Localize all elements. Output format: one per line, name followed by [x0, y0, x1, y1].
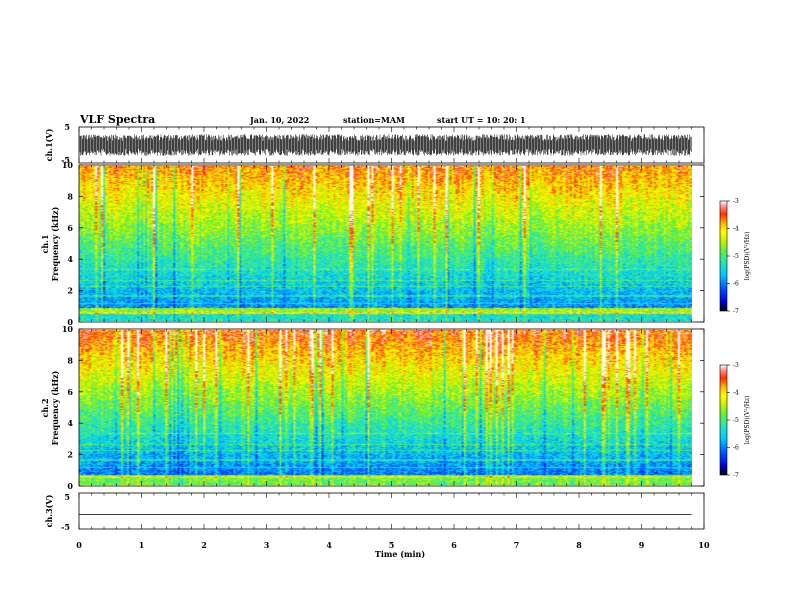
time-tick-6: 6: [451, 540, 457, 550]
ch2-spectrogram-image: [79, 330, 692, 485]
ch3-waveform-ylabel: ch.3(V): [44, 494, 54, 527]
ch2-colorbar-tick--5: -5: [733, 417, 739, 424]
ch3-waveform-panel: 5 -5 ch.3(V): [44, 492, 705, 532]
ch2-frequency-label: Frequency (kHz): [50, 370, 60, 445]
ch1-colorbar-label: log(PSD)(V²/Hz): [744, 232, 751, 281]
time-axis: 0 1 2 3 4 5 6 7 8 9 10: [76, 127, 710, 550]
ch1-spectrogram-ylabel: ch.1: [40, 234, 50, 253]
ch1-ytick-bottom: -5: [61, 155, 70, 165]
ch2-freq-tick-10: 10: [62, 324, 74, 334]
time-tick-5: 5: [389, 540, 395, 550]
time-tick-7: 7: [514, 540, 520, 550]
ch2-freq-tick-2: 2: [67, 450, 73, 460]
ch2-freq-tick-4: 4: [67, 418, 73, 428]
ch1-freq-tick-2: 2: [67, 286, 73, 296]
ch1-colorbar-tick--6: -6: [733, 281, 739, 288]
ch1-freq-tick-8: 8: [67, 191, 73, 201]
ch2-colorbar-tick--7: -7: [733, 472, 739, 479]
ch2-freq-tick-8: 8: [67, 355, 73, 365]
time-tick-4: 4: [326, 540, 332, 550]
ch1-colorbar-tick--3: -3: [733, 198, 739, 205]
ch1-colorbar-tick--5: -5: [733, 253, 739, 260]
ch1-waveform-ylabel: ch.1(V): [44, 128, 54, 161]
figure-title: VLF Spectra: [79, 113, 155, 126]
ch1-ytick-top: 5: [64, 122, 70, 132]
ch2-colorbar-tick--6: -6: [733, 445, 739, 452]
ch1-spectrogram-image: [79, 166, 692, 321]
ch2-colorbar: -3 -4 -5 -6 -7 log(PSD)(V²/Hz): [719, 362, 751, 479]
time-axis-label: Time (min): [375, 549, 425, 559]
ch2-colorbar-tick--3: -3: [733, 362, 739, 369]
ch2-freq-tick-0: 0: [67, 481, 73, 491]
station-label: station=MAM: [343, 115, 405, 125]
time-tick-1: 1: [139, 540, 145, 550]
ch1-freq-tick-0: 0: [67, 317, 73, 327]
ch1-freq-tick-10: 10: [62, 160, 74, 170]
ch1-freq-tick-6: 6: [67, 223, 73, 233]
ch1-waveform-panel: 5 -5 ch.1(V): [44, 122, 705, 165]
ch2-freq-tick-6: 6: [67, 387, 73, 397]
start-ut-label: start UT = 10: 20: 1: [437, 115, 526, 125]
time-tick-2: 2: [201, 540, 207, 550]
ch2-spectrogram-ylabel: ch.2: [40, 398, 50, 417]
ch1-colorbar-tick--4: -4: [733, 226, 739, 233]
time-tick-8: 8: [576, 540, 582, 550]
ch2-colorbar-label: log(PSD)(V²/Hz): [744, 396, 751, 445]
date-label: Jan. 10, 2022: [249, 115, 309, 125]
ch1-spectrogram-panel: 0 2 4 6 8 10 ch.1 Frequency (kHz) -3 -4 -5 -6 -7 …: [40, 160, 751, 327]
ch1-colorbar-tick--7: -7: [733, 308, 739, 315]
ch1-frequency-label: Frequency (kHz): [50, 206, 60, 281]
ch2-spectrogram-panel: 0 2 4 6 8 10 ch.2 Frequency (kHz) -3 -4 -5 -6 -7 …: [40, 324, 751, 491]
ch1-freq-tick-4: 4: [67, 254, 73, 264]
time-tick-9: 9: [639, 540, 645, 550]
ch1-colorbar: -3 -4 -5 -6 -7 log(PSD)(V²/Hz): [719, 198, 751, 315]
time-tick-10: 10: [698, 540, 710, 550]
time-tick-0: 0: [76, 540, 82, 550]
ch1-waveform-trace: [79, 134, 692, 156]
time-tick-3: 3: [264, 540, 270, 550]
ch3-ytick-top: 5: [64, 492, 70, 502]
ch2-colorbar-tick--4: -4: [733, 390, 739, 397]
ch3-ytick-bottom: -5: [61, 522, 70, 532]
